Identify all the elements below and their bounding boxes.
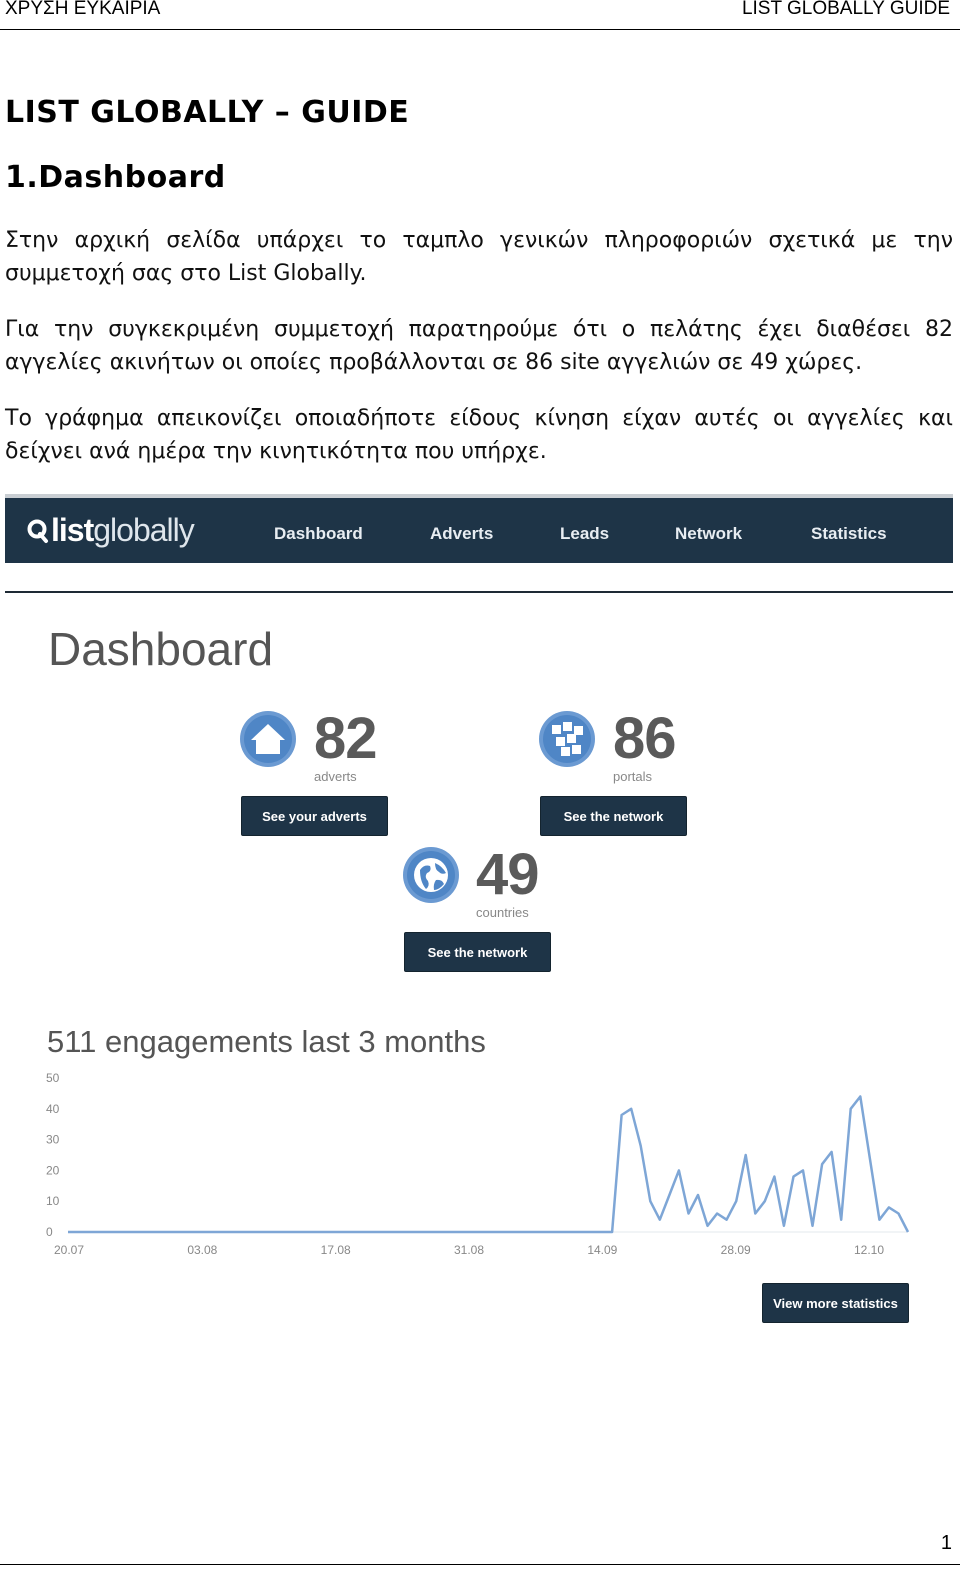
document-title: LIST GLOBALLY – GUIDE xyxy=(5,95,410,130)
engagements-chart: 0 10 20 30 40 50 20.07 03.08 17.08 31.08 14.09 28.0… xyxy=(46,1071,910,1257)
page-number: 1 xyxy=(940,1532,952,1554)
countries-label: countries xyxy=(476,905,529,920)
section-title: 1.Dashboard xyxy=(5,160,226,195)
nav-dashboard[interactable]: Dashboard xyxy=(274,524,363,543)
engagements-series-line xyxy=(68,1095,910,1234)
header-right-text: LIST GLOBALLY GUIDE xyxy=(741,0,950,19)
y-tick-label: 20 xyxy=(46,1163,60,1177)
logo-mark-icon xyxy=(27,519,48,543)
app-navbar: listglobally Dashboard Adverts Leads Net… xyxy=(5,494,953,563)
x-tick-label: 14.09 xyxy=(587,1243,617,1257)
logo-text-bold: list xyxy=(51,512,94,548)
x-tick-label: 03.08 xyxy=(187,1243,217,1257)
footer-line xyxy=(0,1564,960,1565)
x-tick-label: 31.08 xyxy=(454,1243,484,1257)
countries-count: 49 xyxy=(476,842,540,907)
adverts-count: 82 xyxy=(314,706,378,771)
see-network-button-2[interactable]: See the network xyxy=(404,932,551,972)
x-tick-label: 20.07 xyxy=(54,1243,84,1257)
listglobally-logo[interactable]: listglobally xyxy=(27,512,195,549)
x-tick-label: 12.10 xyxy=(854,1243,884,1257)
running-header: ΧΡΥΣΗ ΕΥΚΑΙΡΙΑ LIST GLOBALLY GUIDE xyxy=(0,0,960,30)
see-adverts-button[interactable]: See your adverts xyxy=(241,796,388,836)
see-network-button[interactable]: See the network xyxy=(540,796,687,836)
dashboard-heading: Dashboard xyxy=(48,623,274,675)
y-tick-label: 30 xyxy=(46,1133,60,1147)
header-left-text: ΧΡΥΣΗ ΕΥΚΑΙΡΙΑ xyxy=(5,0,161,19)
logo-text-light: globally xyxy=(93,512,195,548)
y-tick-label: 40 xyxy=(46,1102,60,1116)
portals-label: portals xyxy=(613,769,653,784)
home-icon xyxy=(240,711,296,767)
y-tick-label: 50 xyxy=(46,1071,60,1085)
engagements-heading: 511 engagements last 3 months xyxy=(47,1024,486,1059)
y-tick-label: 0 xyxy=(46,1225,53,1239)
paragraph-chart: Το γράφημα απεικονίζει οποιαδήποτε είδου… xyxy=(5,406,953,464)
x-tick-label: 17.08 xyxy=(321,1243,351,1257)
portals-count: 86 xyxy=(613,706,677,771)
globe-icon xyxy=(403,847,459,903)
adverts-label: adverts xyxy=(314,769,357,784)
nav-leads[interactable]: Leads xyxy=(560,524,610,543)
nav-network[interactable]: Network xyxy=(675,524,743,543)
nav-adverts[interactable]: Adverts xyxy=(430,524,494,543)
paragraph-stats: Για την συγκεκριμένη συμμετοχή παρατηρού… xyxy=(5,317,953,375)
nav-statistics[interactable]: Statistics xyxy=(811,524,887,543)
paragraph-intro: Στην αρχική σελίδα υπάρχει το ταμπλο γεν… xyxy=(5,228,953,286)
y-tick-label: 10 xyxy=(46,1194,60,1208)
screenshot-divider xyxy=(5,591,953,593)
portals-icon xyxy=(539,711,595,767)
view-more-statistics-button[interactable]: View more statistics xyxy=(762,1283,909,1323)
x-tick-label: 28.09 xyxy=(721,1243,751,1257)
